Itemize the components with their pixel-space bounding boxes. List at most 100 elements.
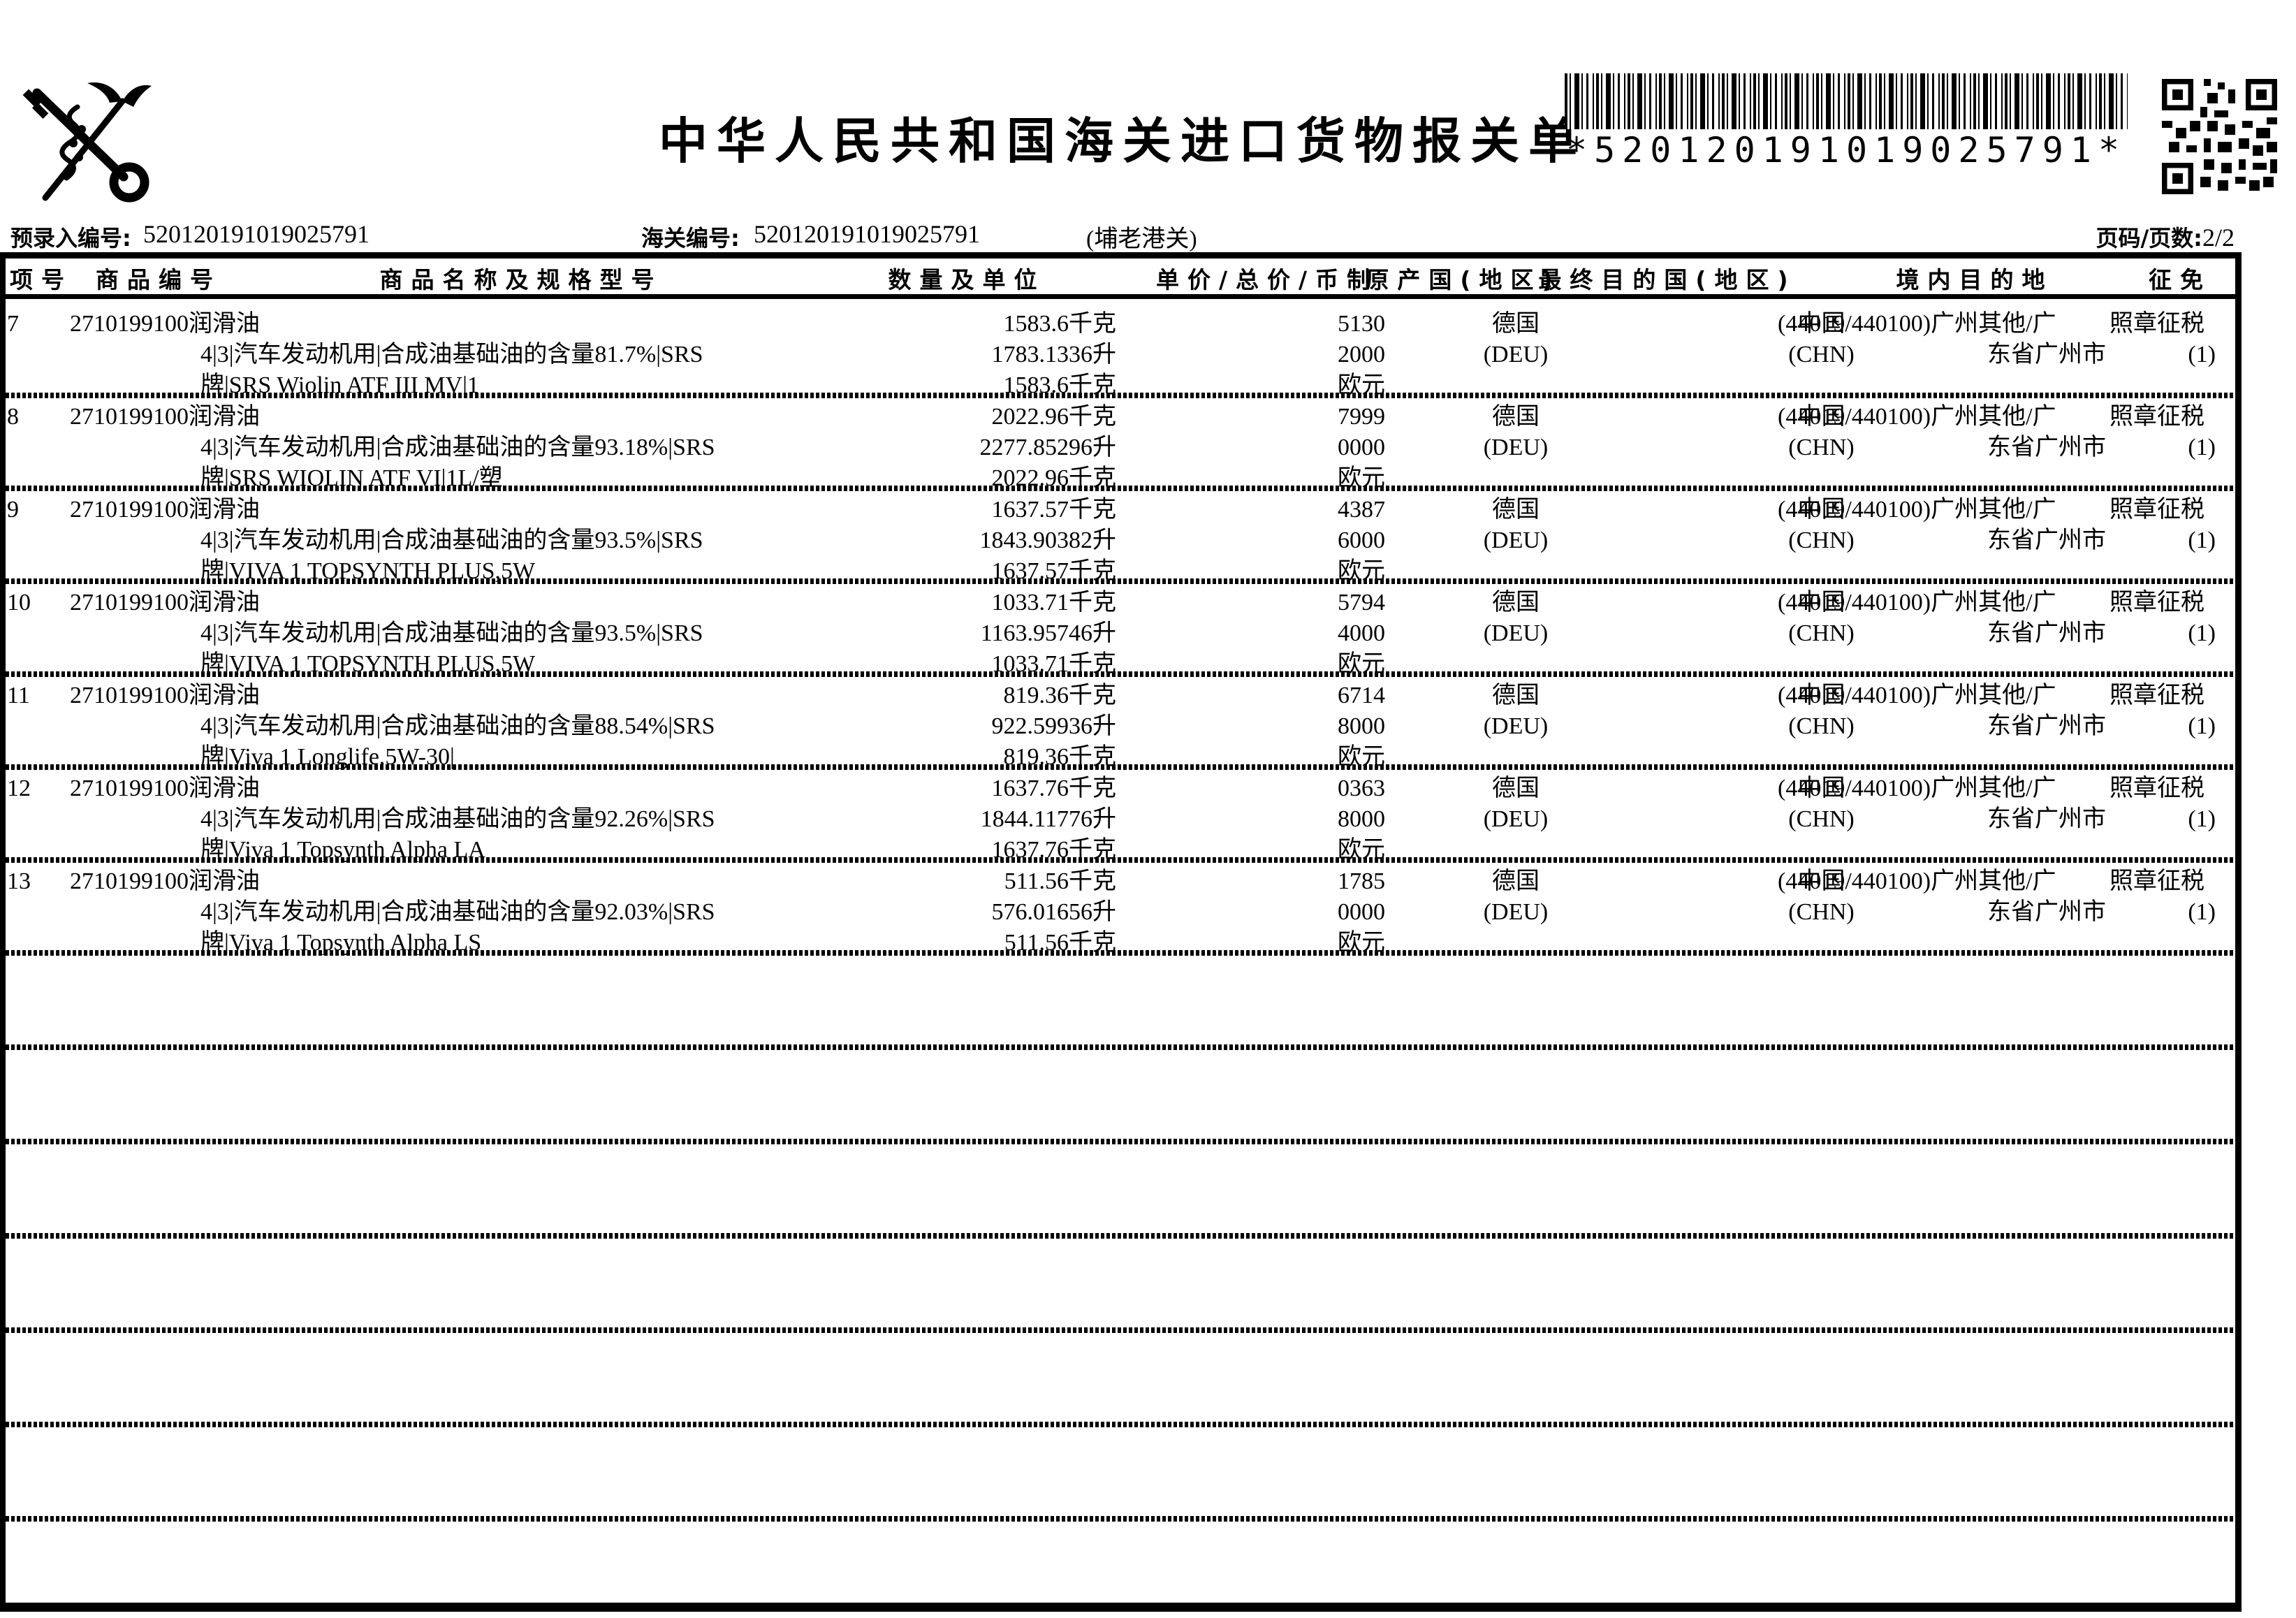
product-name: 润滑油 [189,683,260,708]
levy-mode: 照章征税 [2109,311,2204,337]
product-brand-line: 牌|VIVA 1 TOPSYNTH PLUS,5W [200,651,536,677]
empty-row [0,1239,2241,1333]
origin-country-cell: 德国 (DEU) [1439,309,1593,370]
levy-code: (1) [2188,899,2216,925]
origin-country-name: 德国 [1492,311,1540,337]
table-right-border [2235,252,2242,1612]
price-line2: 0000 [1338,435,1385,460]
currency: 欧元 [1338,930,1385,956]
product-code: 2710199100 [70,404,189,430]
levy-code: (1) [2188,713,2216,739]
product-spec-line: 4|3|汽车发动机用|合成油基础油的含量93.18%|SRS [200,435,715,460]
levy-code: (1) [2188,806,2216,832]
quantity-volume: 576.01656升 [991,899,1117,925]
product-name: 润滑油 [189,404,260,430]
document-info-row: 预录入编号: 520120191019025791 海关编号: 52012019… [0,218,2296,252]
table-row: 13 2710199100润滑油 4|3|汽车发动机用|合成油基础油的含量92.… [0,863,2241,959]
destination-country-code: (CHN) [1788,713,1855,739]
domestic-destination-line1: (44019/440100)广州其他/广 [1778,404,2056,430]
product-line1: 2710199100润滑油 [70,588,260,618]
empty-row [0,1427,2241,1522]
col-header-price: 单价/总价/币制 [1155,266,1379,293]
price-cell: 4387 6000 欧元 [1338,495,1547,587]
levy-mode: 照章征税 [2109,404,2204,430]
destination-country-cell: 中国 (CHN) [1743,495,1900,556]
quantity-cell: 1033.71千克 1163.95746升 1033.71千克 [699,588,1116,680]
origin-country-code: (DEU) [1483,342,1549,367]
domestic-destination-line2: 东省广州市 [1987,620,2106,646]
destination-country-code: (CHN) [1788,342,1855,367]
quantity-volume: 1843.90382升 [979,527,1117,553]
quantity-cell: 1583.6千克 1783.1336升 1583.6千克 [699,309,1117,401]
product-brand-line: 牌|SRS Wiolin ATF III MV|1 [200,372,479,398]
domestic-destination-line1: (44019/440100)广州其他/广 [1778,775,2056,801]
empty-row [0,1333,2241,1427]
table-row: 9 2710199100润滑油 4|3|汽车发动机用|合成油基础油的含量93.5… [0,491,2241,587]
table-header-border [0,294,2242,299]
origin-country-name: 德国 [1492,775,1540,801]
table-left-border [0,252,6,1612]
price-line1: 0363 [1338,775,1385,801]
origin-country-cell: 德国 (DEU) [1439,495,1593,556]
destination-country-cell: 中国 (CHN) [1743,680,1900,742]
product-line1: 2710199100润滑油 [70,773,260,804]
currency: 欧元 [1338,837,1385,863]
currency: 欧元 [1338,744,1385,770]
quantity-gross: 511.56千克 [1004,930,1116,956]
domestic-destination-cell: (44019/440100)广州其他/广 东省广州市 [1778,588,2106,649]
levy-code: (1) [2188,435,2216,460]
table-row: 8 2710199100润滑油 4|3|汽车发动机用|合成油基础油的含量93.1… [0,398,2241,494]
price-line1: 6714 [1338,683,1385,708]
quantity-net: 511.56千克 [1004,868,1116,894]
destination-country-name: 中国 [1797,868,1845,894]
col-header-product-name: 商品名称及规格型号 [379,266,663,293]
col-header-domestic-destination: 境内目的地 [1896,266,2054,293]
quantity-net: 819.36千克 [1003,683,1117,708]
domestic-destination-line1: (44019/440100)广州其他/广 [1778,311,2056,337]
quantity-cell: 511.56千克 576.01656升 511.56千克 [699,866,1117,959]
quantity-net: 1033.71千克 [991,590,1117,615]
levy-cell: 照章征税 (1) [2109,402,2216,463]
product-spec-line: 4|3|汽车发动机用|合成油基础油的含量88.54%|SRS [200,713,715,739]
col-header-destination-country: 最终目的国(地区) [1538,266,1797,293]
barcode-text: *520120191019025791* [1565,130,2127,170]
currency: 欧元 [1338,558,1385,584]
destination-country-name: 中国 [1797,404,1845,430]
product-spec-line: 4|3|汽车发动机用|合成油基础油的含量92.03%|SRS [200,899,715,925]
product-code: 2710199100 [70,683,189,708]
domestic-destination-line1: (44019/440100)广州其他/广 [1778,683,2056,708]
domestic-destination-cell: (44019/440100)广州其他/广 东省广州市 [1778,866,2106,928]
origin-country-code: (DEU) [1483,620,1549,646]
quantity-volume: 1163.95746升 [980,620,1116,646]
levy-cell: 照章征税 (1) [2109,495,2216,556]
product-line1: 2710199100润滑油 [70,402,260,432]
customs-number-label: 海关编号: [641,225,740,252]
product-brand-line: 牌|Viva 1 Topsynth Alpha LA [200,837,485,863]
product-line1: 2710199100润滑油 [70,866,260,897]
col-header-levy: 征免 [2149,266,2211,293]
destination-country-name: 中国 [1797,683,1845,708]
destination-country-cell: 中国 (CHN) [1743,588,1900,649]
levy-cell: 照章征税 (1) [2109,680,2216,742]
product-line1: 2710199100润滑油 [70,495,260,525]
price-line2: 2000 [1338,342,1385,367]
domestic-destination-line2: 东省广州市 [1987,435,2106,460]
product-line1: 2710199100润滑油 [70,680,260,711]
product-code: 2710199100 [70,775,189,801]
product-brand-line: 牌|SRS WIOLIN ATF VI|1L/塑 [200,465,503,491]
currency: 欧元 [1338,651,1385,677]
item-no: 9 [7,497,19,523]
quantity-volume: 1783.1336升 [991,342,1117,367]
product-spec-line: 4|3|汽车发动机用|合成油基础油的含量92.26%|SRS [200,806,715,832]
quantity-net: 1637.57千克 [991,497,1117,523]
destination-country-code: (CHN) [1788,435,1855,460]
quantity-cell: 2022.96千克 2277.85296升 2022.96千克 [699,402,1117,494]
domestic-destination-line2: 东省广州市 [1987,342,2106,367]
product-brand-line: 牌|Viva 1 Longlife,5W-30| [200,744,455,770]
origin-country-cell: 德国 (DEU) [1439,588,1593,649]
product-name: 润滑油 [189,868,260,894]
domestic-destination-cell: (44019/440100)广州其他/广 东省广州市 [1778,773,2106,835]
customs-number: 520120191019025791 [754,220,980,248]
table-row: 12 2710199100润滑油 4|3|汽车发动机用|合成油基础油的含量92.… [0,770,2241,863]
